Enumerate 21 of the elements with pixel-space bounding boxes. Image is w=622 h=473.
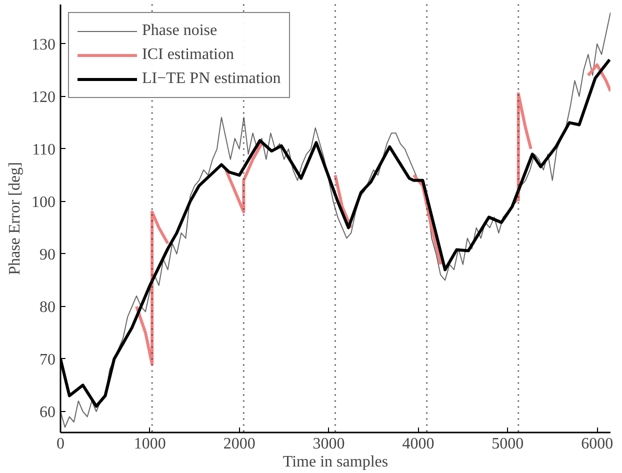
y-axis-title: Phase Error [deg]	[6, 162, 24, 275]
y-tick-label: 60	[40, 404, 56, 421]
legend-label: ICI estimation	[142, 46, 234, 64]
x-axis-title: Time in samples	[282, 454, 388, 470]
x-tick-label: 0	[56, 436, 64, 452]
x-tick-label: 6000	[581, 436, 614, 452]
y-tick-label: 80	[40, 298, 56, 316]
y-tick-label: 100	[32, 194, 56, 211]
y-tick-label: 130	[32, 36, 56, 54]
legend-label: Phase noise	[142, 22, 218, 40]
x-tick-label: 1000	[134, 436, 166, 452]
y-tick-label: 120	[32, 88, 56, 106]
x-tick-label: 5000	[492, 436, 524, 452]
legend-label: LI−TE PN estimation	[142, 70, 281, 88]
x-tick-label: 2000	[223, 436, 256, 452]
y-tick-label: 90	[40, 246, 56, 264]
y-tick-label: 110	[32, 141, 56, 158]
line-series	[60, 12, 610, 428]
x-tick-label: 4000	[402, 436, 434, 452]
x-tick-label: 3000	[312, 436, 345, 452]
y-tick-label: 70	[40, 351, 56, 368]
